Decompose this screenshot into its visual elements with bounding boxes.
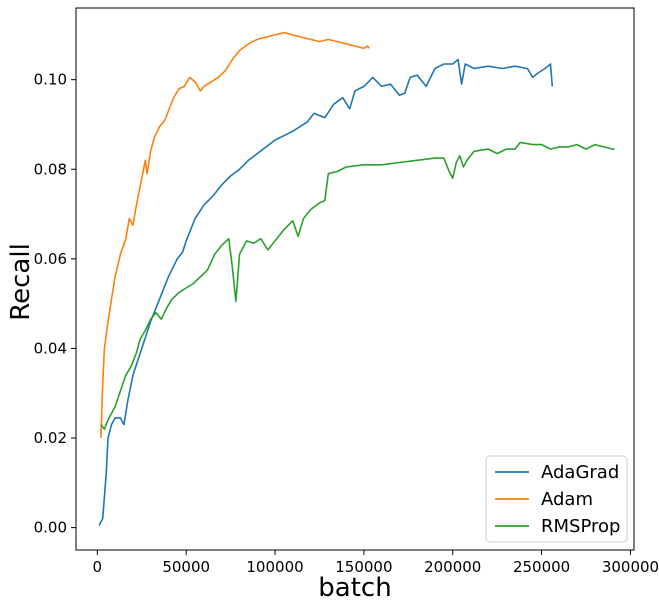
y-tick-label: 0.00 xyxy=(34,519,67,537)
legend-label-rmsprop: RMSProp xyxy=(541,516,620,537)
legend: AdaGrad Adam RMSProp xyxy=(485,455,628,543)
x-axis-ticks: 0 50000 100000 150000 200000 250000 300000 xyxy=(93,550,659,576)
legend-box xyxy=(485,455,628,543)
legend-label-adam: Adam xyxy=(541,489,593,510)
series-line-adam xyxy=(100,31,370,439)
x-tick-label: 100000 xyxy=(246,558,303,576)
plot-lines xyxy=(98,31,615,526)
x-tick-label: 300000 xyxy=(602,558,659,576)
series-line-rmsprop xyxy=(100,141,615,430)
x-tick-label: 50000 xyxy=(162,558,210,576)
series-line-adagrad xyxy=(98,58,554,526)
y-tick-label: 0.04 xyxy=(34,339,67,357)
x-tick-label: 150000 xyxy=(335,558,392,576)
x-tick-label: 250000 xyxy=(513,558,570,576)
y-axis-title: Recall xyxy=(6,243,36,321)
y-tick-label: 0.06 xyxy=(34,250,67,268)
legend-label-adagrad: AdaGrad xyxy=(541,462,619,483)
x-axis-title: batch xyxy=(318,573,391,603)
x-tick-label: 0 xyxy=(93,558,103,576)
y-tick-label: 0.02 xyxy=(34,429,67,447)
y-axis-ticks: 0.00 0.02 0.04 0.06 0.08 0.10 xyxy=(34,71,76,537)
x-tick-label: 200000 xyxy=(424,558,481,576)
y-tick-label: 0.10 xyxy=(34,71,67,89)
plot-frame xyxy=(75,7,635,551)
y-tick-label: 0.08 xyxy=(34,160,67,178)
